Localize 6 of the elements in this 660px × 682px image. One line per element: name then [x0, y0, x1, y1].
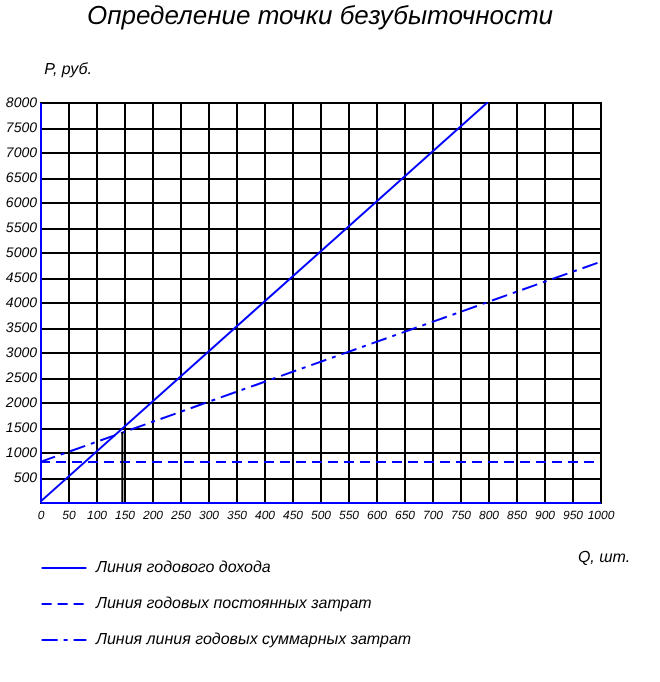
y-axis-title: P, руб. [44, 60, 92, 78]
legend-label: Линия годовых постоянных затрат [94, 594, 373, 612]
x-axis-title: Q, шт. [577, 548, 631, 566]
chart-title: Определение точки безубыточности [86, 0, 554, 30]
legend-label: Линия линия годовых суммарных затрат [94, 630, 412, 648]
legend-label: Линия годового дохода [94, 558, 272, 576]
